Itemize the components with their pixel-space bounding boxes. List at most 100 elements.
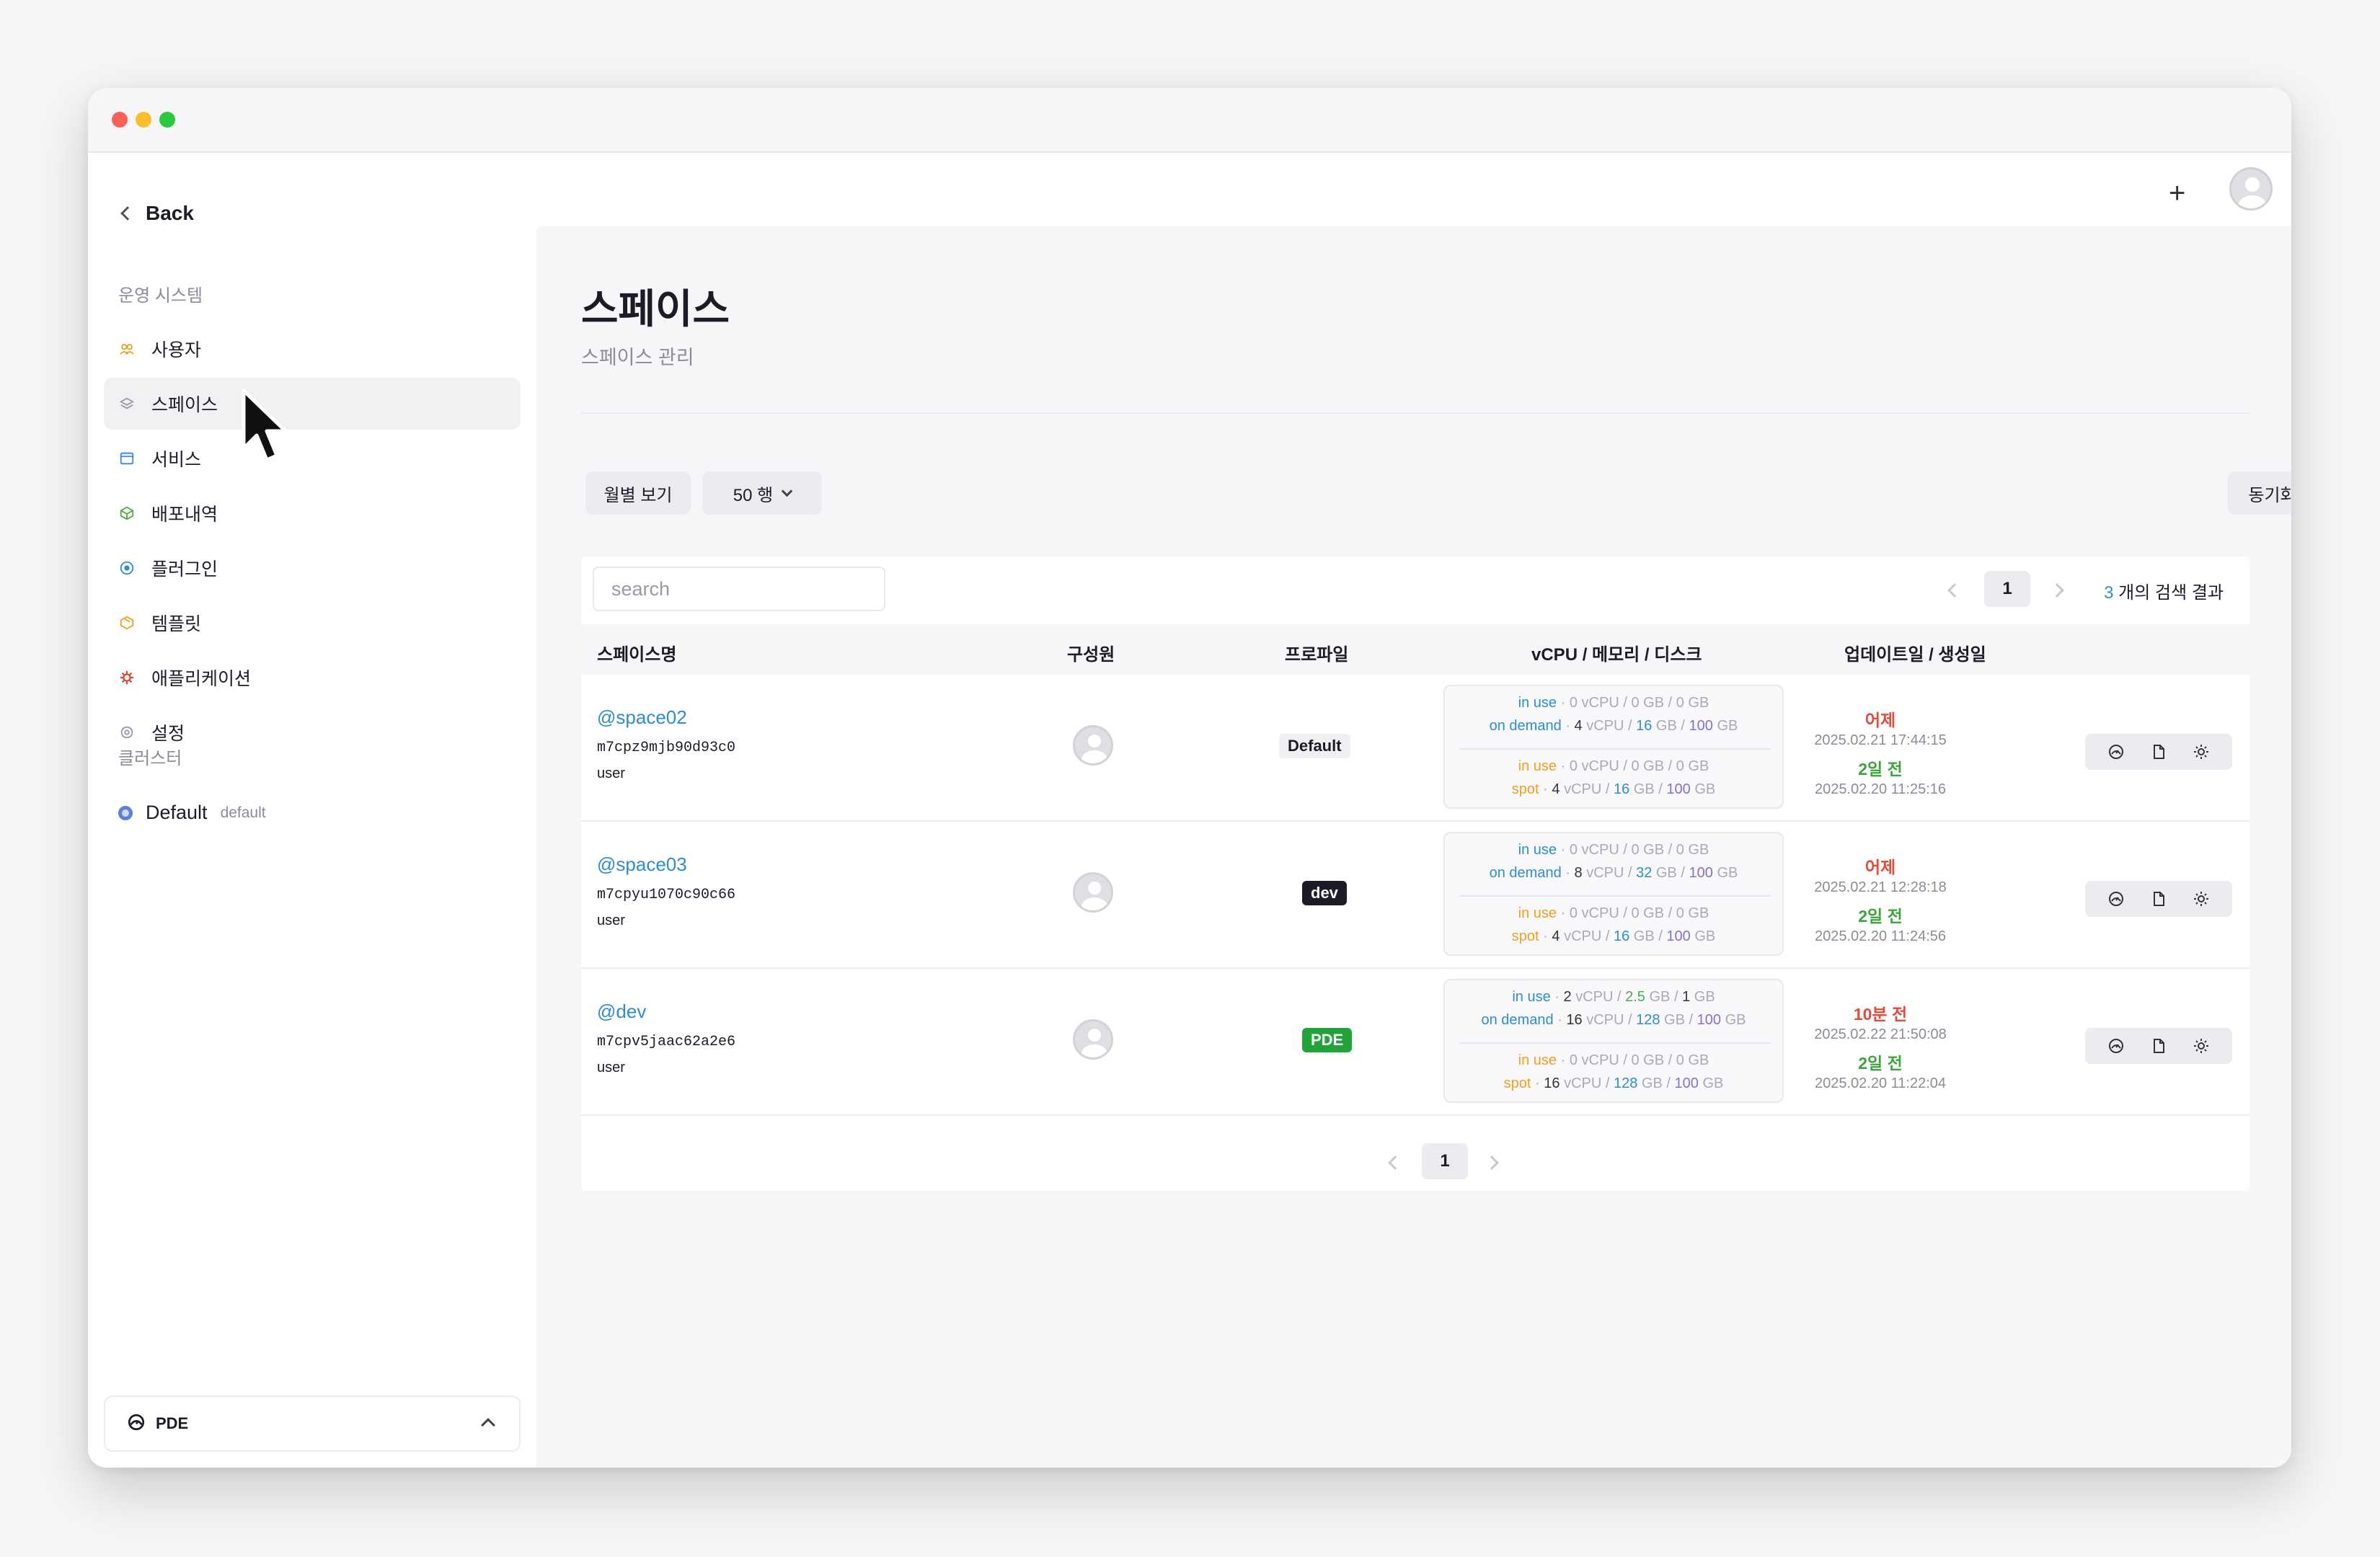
document-icon[interactable] bbox=[2149, 1036, 2169, 1056]
header-space-name[interactable]: 스페이스명 bbox=[597, 645, 677, 665]
updated-relative: 어제 bbox=[1864, 711, 1896, 729]
box-icon bbox=[118, 505, 136, 522]
document-icon[interactable] bbox=[2149, 742, 2169, 762]
header-resources[interactable]: vCPU / 메모리 / 디스크 bbox=[1531, 645, 1702, 665]
header-members[interactable]: 구성원 bbox=[1067, 645, 1115, 665]
profile-badge: PDE bbox=[1302, 1028, 1353, 1052]
ondemand-in-use-line: in use · 0 vCPU / 0 GB / 0 GB bbox=[1445, 842, 1782, 859]
settings-icon[interactable] bbox=[2191, 1036, 2211, 1056]
spot-capacity-mem-value: 16 bbox=[1613, 928, 1630, 944]
row-actions bbox=[2085, 734, 2232, 770]
prev-page-icon[interactable] bbox=[1947, 583, 1962, 598]
sidebar-item-settings[interactable]: 설정 bbox=[104, 706, 521, 758]
dashboard-icon[interactable] bbox=[2106, 889, 2126, 909]
page-number-current[interactable]: 1 bbox=[1984, 571, 2030, 607]
space-name-link[interactable]: @space02 bbox=[597, 706, 687, 728]
space-name-link[interactable]: @space03 bbox=[597, 853, 687, 875]
dot-separator: · bbox=[1560, 905, 1566, 921]
cpu-unit: vCPU bbox=[1564, 781, 1602, 797]
date-cell: 어제 2025.02.21 12:28:18 2일 전 2025.02.20 11:2… bbox=[1772, 822, 1989, 969]
sidebar-item-users[interactable]: 사용자 bbox=[104, 323, 521, 375]
gb-unit: GB bbox=[1694, 781, 1716, 797]
row-actions bbox=[2085, 881, 2232, 917]
minimize-window-button[interactable] bbox=[136, 112, 151, 128]
spot-capacity-disk-value: 100 bbox=[1666, 928, 1691, 944]
slash: / bbox=[1605, 781, 1610, 797]
ondemand-capacity-disk-value: 100 bbox=[1696, 1012, 1722, 1028]
space-id: m7cpz9mjb90d93c0 bbox=[597, 740, 736, 756]
ondemand-capacity-disk-value: 100 bbox=[1689, 718, 1713, 734]
back-button[interactable]: Back bbox=[118, 202, 194, 225]
ondemand-capacity-key: on demand bbox=[1489, 718, 1562, 734]
settings-icon[interactable] bbox=[2191, 742, 2211, 762]
result-count-number: 3 bbox=[2104, 583, 2114, 603]
member-avatar[interactable] bbox=[1073, 725, 1113, 766]
chevron-down-icon bbox=[781, 485, 793, 497]
cluster-item-default[interactable]: Default default bbox=[118, 802, 266, 824]
ondemand-capacity-mem-value: 32 bbox=[1636, 865, 1653, 881]
bottom-next-page-icon[interactable] bbox=[1485, 1155, 1499, 1170]
bottom-prev-page-icon[interactable] bbox=[1388, 1155, 1402, 1170]
gb-unit: GB bbox=[1702, 1075, 1724, 1091]
bottom-page-number-current[interactable]: 1 bbox=[1422, 1143, 1468, 1179]
result-count-suffix: 개의 검색 결과 bbox=[2118, 583, 2224, 603]
header-divider bbox=[581, 412, 2250, 414]
sidebar-item-layers[interactable]: 스페이스 bbox=[104, 378, 521, 430]
page-title: 스페이스 bbox=[581, 286, 730, 332]
document-icon[interactable] bbox=[2149, 889, 2169, 909]
plus-icon[interactable]: + bbox=[2169, 177, 2186, 209]
gb-unit: GB bbox=[1717, 718, 1738, 734]
rows-per-page-select[interactable]: 50 행 bbox=[702, 471, 822, 515]
search-input[interactable] bbox=[593, 567, 885, 611]
ondemand-in-use-disk-value: 1 bbox=[1682, 989, 1691, 1005]
updated-timestamp: 2025.02.21 12:28:18 bbox=[1814, 879, 1947, 895]
ondemand-in-use-key: in use bbox=[1518, 842, 1557, 858]
gear-cluster-icon bbox=[118, 669, 136, 686]
maximize-window-button[interactable] bbox=[159, 112, 175, 128]
spot-in-use-disk-value: 0 bbox=[1676, 1052, 1684, 1068]
spot-in-use-mem-value: 0 bbox=[1631, 905, 1640, 921]
space-owner: user bbox=[597, 766, 625, 781]
spaces-table-card: 1 3 개의 검색 결과 스페이스명 구성원 프로파일 vCPU / 메모리 /… bbox=[581, 556, 2250, 1191]
sidebar-item-gear-cluster[interactable]: 애플리케이션 bbox=[104, 652, 521, 704]
member-avatar[interactable] bbox=[1073, 872, 1113, 913]
sidebar-item-plug[interactable]: 플러그인 bbox=[104, 542, 521, 594]
created-relative: 2일 전 bbox=[1858, 760, 1903, 778]
monthly-view-button[interactable]: 월별 보기 bbox=[585, 471, 691, 515]
header-profile[interactable]: 프로파일 bbox=[1285, 645, 1349, 665]
slash: / bbox=[1605, 1075, 1610, 1091]
dashboard-icon[interactable] bbox=[2106, 1036, 2126, 1056]
spot-in-use-cpu-value: 0 bbox=[1569, 905, 1578, 921]
ondemand-capacity-line: on demand · 4 vCPU / 16 GB / 100 GB bbox=[1445, 718, 1782, 735]
sidebar-item-box[interactable]: 배포내역 bbox=[104, 487, 521, 539]
space-name-link[interactable]: @dev bbox=[597, 1001, 647, 1022]
pde-menu-button[interactable]: PDE bbox=[104, 1396, 521, 1452]
header-dates[interactable]: 업데이트일 / 생성일 bbox=[1844, 645, 1986, 665]
gb-unit: GB bbox=[1643, 905, 1665, 921]
spot-in-use-key: in use bbox=[1518, 1052, 1557, 1068]
cpu-unit: vCPU bbox=[1581, 695, 1619, 711]
dashboard-icon[interactable] bbox=[2106, 742, 2126, 762]
sync-button[interactable]: 동기화 bbox=[2228, 471, 2291, 515]
next-page-icon[interactable] bbox=[2050, 583, 2064, 598]
ondemand-capacity-mem-value: 16 bbox=[1636, 718, 1653, 734]
sidebar-nav: 사용자 스페이스 서비스 배포내역 플러그인 템플릿 애플리케이션 설정 bbox=[104, 323, 521, 761]
settings-icon[interactable] bbox=[2191, 889, 2211, 909]
slash: / bbox=[1627, 1012, 1632, 1028]
spot-capacity-key: spot bbox=[1511, 928, 1539, 944]
spot-in-use-cpu-value: 0 bbox=[1569, 1052, 1578, 1068]
spot-capacity-key: spot bbox=[1503, 1075, 1531, 1091]
spot-capacity-key: spot bbox=[1511, 781, 1539, 797]
sidebar-item-package[interactable]: 템플릿 bbox=[104, 597, 521, 649]
slash: / bbox=[1668, 758, 1673, 774]
user-avatar[interactable] bbox=[2229, 167, 2273, 210]
spot-capacity-line: spot · 16 vCPU / 128 GB / 100 GB bbox=[1445, 1075, 1782, 1092]
spot-in-use-line: in use · 0 vCPU / 0 GB / 0 GB bbox=[1445, 905, 1782, 922]
sidebar-item-window[interactable]: 서비스 bbox=[104, 432, 521, 484]
slash: / bbox=[1623, 842, 1627, 858]
section-title: 운영 시스템 bbox=[118, 286, 203, 306]
dot-separator: · bbox=[1560, 842, 1566, 858]
member-avatar[interactable] bbox=[1073, 1019, 1113, 1060]
close-window-button[interactable] bbox=[112, 112, 128, 128]
ondemand-capacity-cpu-value: 8 bbox=[1574, 865, 1583, 881]
